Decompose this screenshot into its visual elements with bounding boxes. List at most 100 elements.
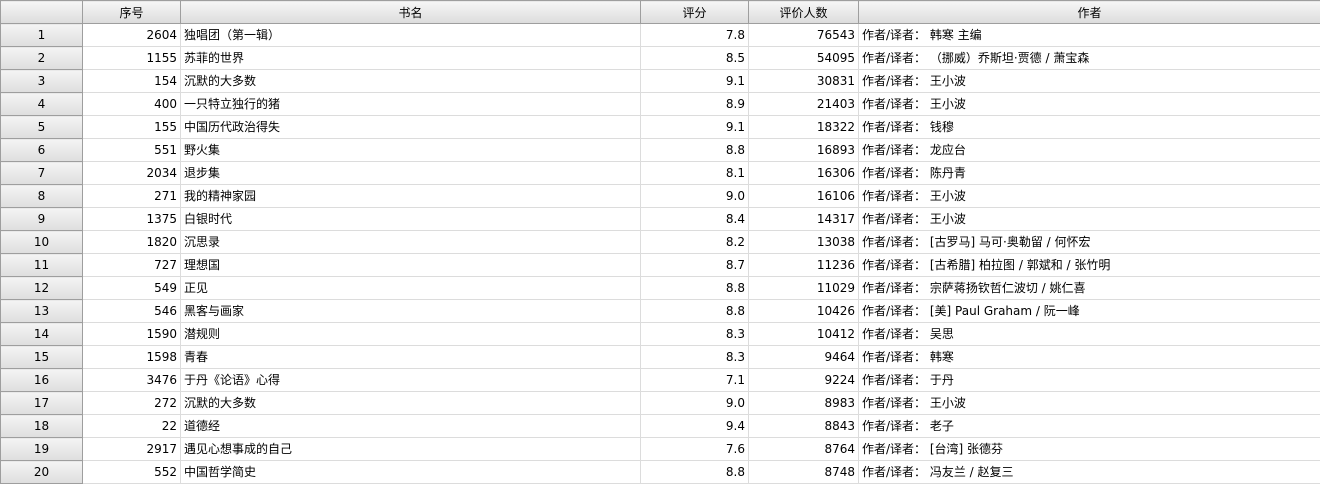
- table-row[interactable]: 9 1375 白银时代 8.4 14317 作者/译者： 王小波: [0, 207, 1320, 231]
- cell-count[interactable]: 10412: [748, 322, 859, 346]
- row-number[interactable]: 16: [0, 368, 83, 392]
- row-number[interactable]: 12: [0, 276, 83, 300]
- cell-author[interactable]: 作者/译者： 王小波: [858, 391, 1320, 415]
- cell-count[interactable]: 16106: [748, 184, 859, 208]
- cell-author[interactable]: 作者/译者： 龙应台: [858, 138, 1320, 162]
- cell-score[interactable]: 9.1: [640, 115, 749, 139]
- cell-author[interactable]: 作者/译者： 于丹: [858, 368, 1320, 392]
- table-row[interactable]: 16 3476 于丹《论语》心得 7.1 9224 作者/译者： 于丹: [0, 368, 1320, 392]
- cell-count[interactable]: 16306: [748, 161, 859, 185]
- cell-seq[interactable]: 1590: [82, 322, 181, 346]
- row-number[interactable]: 3: [0, 69, 83, 93]
- row-number[interactable]: 15: [0, 345, 83, 369]
- cell-count[interactable]: 8764: [748, 437, 859, 461]
- cell-count[interactable]: 30831: [748, 69, 859, 93]
- cell-score[interactable]: 9.4: [640, 414, 749, 438]
- cell-count[interactable]: 54095: [748, 46, 859, 70]
- cell-score[interactable]: 8.3: [640, 322, 749, 346]
- header-corner[interactable]: [0, 0, 83, 24]
- cell-author[interactable]: 作者/译者： 冯友兰 / 赵复三: [858, 460, 1320, 484]
- cell-score[interactable]: 9.0: [640, 391, 749, 415]
- cell-title[interactable]: 道德经: [180, 414, 641, 438]
- cell-title[interactable]: 独唱团（第一辑）: [180, 23, 641, 47]
- table-row[interactable]: 18 22 道德经 9.4 8843 作者/译者： 老子: [0, 414, 1320, 438]
- cell-author[interactable]: 作者/译者： [台湾] 张德芬: [858, 437, 1320, 461]
- cell-score[interactable]: 8.9: [640, 92, 749, 116]
- cell-title[interactable]: 一只特立独行的猪: [180, 92, 641, 116]
- cell-seq[interactable]: 2604: [82, 23, 181, 47]
- table-row[interactable]: 3 154 沉默的大多数 9.1 30831 作者/译者： 王小波: [0, 69, 1320, 93]
- row-number[interactable]: 4: [0, 92, 83, 116]
- cell-title[interactable]: 沉默的大多数: [180, 69, 641, 93]
- cell-score[interactable]: 8.8: [640, 138, 749, 162]
- row-number[interactable]: 10: [0, 230, 83, 254]
- cell-score[interactable]: 8.8: [640, 299, 749, 323]
- table-row[interactable]: 11 727 理想国 8.7 11236 作者/译者： [古希腊] 柏拉图 / 郭斌和 /…: [0, 253, 1320, 277]
- table-row[interactable]: 4 400 一只特立独行的猪 8.9 21403 作者/译者： 王小波: [0, 92, 1320, 116]
- cell-title[interactable]: 野火集: [180, 138, 641, 162]
- cell-seq[interactable]: 727: [82, 253, 181, 277]
- cell-count[interactable]: 11236: [748, 253, 859, 277]
- row-number[interactable]: 11: [0, 253, 83, 277]
- cell-title[interactable]: 潜规则: [180, 322, 641, 346]
- cell-seq[interactable]: 551: [82, 138, 181, 162]
- header-count[interactable]: 评价人数: [748, 0, 859, 24]
- cell-count[interactable]: 8843: [748, 414, 859, 438]
- cell-author[interactable]: 作者/译者： [古罗马] 马可·奥勒留 / 何怀宏: [858, 230, 1320, 254]
- cell-seq[interactable]: 155: [82, 115, 181, 139]
- cell-author[interactable]: 作者/译者： 韩寒: [858, 345, 1320, 369]
- cell-count[interactable]: 13038: [748, 230, 859, 254]
- cell-seq[interactable]: 2034: [82, 161, 181, 185]
- table-row[interactable]: 1 2604 独唱团（第一辑） 7.8 76543 作者/译者： 韩寒 主编: [0, 23, 1320, 47]
- cell-count[interactable]: 8983: [748, 391, 859, 415]
- cell-score[interactable]: 8.3: [640, 345, 749, 369]
- cell-title[interactable]: 黑客与画家: [180, 299, 641, 323]
- row-number[interactable]: 20: [0, 460, 83, 484]
- row-number[interactable]: 13: [0, 299, 83, 323]
- header-title[interactable]: 书名: [180, 0, 641, 24]
- table-row[interactable]: 7 2034 退步集 8.1 16306 作者/译者： 陈丹青: [0, 161, 1320, 185]
- cell-title[interactable]: 中国历代政治得失: [180, 115, 641, 139]
- cell-score[interactable]: 7.8: [640, 23, 749, 47]
- cell-count[interactable]: 76543: [748, 23, 859, 47]
- table-row[interactable]: 2 1155 苏菲的世界 8.5 54095 作者/译者： （挪威）乔斯坦·贾德 / 萧宝…: [0, 46, 1320, 70]
- row-number[interactable]: 6: [0, 138, 83, 162]
- cell-seq[interactable]: 271: [82, 184, 181, 208]
- row-number[interactable]: 19: [0, 437, 83, 461]
- row-number[interactable]: 14: [0, 322, 83, 346]
- cell-count[interactable]: 9464: [748, 345, 859, 369]
- cell-author[interactable]: 作者/译者： 宗萨蒋扬钦哲仁波切 / 姚仁喜: [858, 276, 1320, 300]
- cell-seq[interactable]: 154: [82, 69, 181, 93]
- cell-author[interactable]: 作者/译者： 吴思: [858, 322, 1320, 346]
- row-number[interactable]: 1: [0, 23, 83, 47]
- cell-seq[interactable]: 1155: [82, 46, 181, 70]
- cell-author[interactable]: 作者/译者： 王小波: [858, 207, 1320, 231]
- cell-title[interactable]: 遇见心想事成的自己: [180, 437, 641, 461]
- cell-author[interactable]: 作者/译者： [美] Paul Graham / 阮一峰: [858, 299, 1320, 323]
- cell-seq[interactable]: 1375: [82, 207, 181, 231]
- cell-count[interactable]: 16893: [748, 138, 859, 162]
- row-number[interactable]: 9: [0, 207, 83, 231]
- cell-author[interactable]: 作者/译者： （挪威）乔斯坦·贾德 / 萧宝森: [858, 46, 1320, 70]
- cell-score[interactable]: 7.1: [640, 368, 749, 392]
- cell-seq[interactable]: 1820: [82, 230, 181, 254]
- cell-seq[interactable]: 549: [82, 276, 181, 300]
- header-author[interactable]: 作者: [858, 0, 1320, 24]
- cell-seq[interactable]: 3476: [82, 368, 181, 392]
- table-row[interactable]: 15 1598 青春 8.3 9464 作者/译者： 韩寒: [0, 345, 1320, 369]
- cell-author[interactable]: 作者/译者： [古希腊] 柏拉图 / 郭斌和 / 张竹明: [858, 253, 1320, 277]
- cell-count[interactable]: 14317: [748, 207, 859, 231]
- cell-author[interactable]: 作者/译者： 王小波: [858, 69, 1320, 93]
- cell-score[interactable]: 8.5: [640, 46, 749, 70]
- cell-title[interactable]: 苏菲的世界: [180, 46, 641, 70]
- cell-seq[interactable]: 400: [82, 92, 181, 116]
- cell-title[interactable]: 于丹《论语》心得: [180, 368, 641, 392]
- cell-author[interactable]: 作者/译者： 钱穆: [858, 115, 1320, 139]
- cell-title[interactable]: 沉默的大多数: [180, 391, 641, 415]
- cell-author[interactable]: 作者/译者： 韩寒 主编: [858, 23, 1320, 47]
- table-row[interactable]: 8 271 我的精神家园 9.0 16106 作者/译者： 王小波: [0, 184, 1320, 208]
- cell-count[interactable]: 21403: [748, 92, 859, 116]
- table-row[interactable]: 13 546 黑客与画家 8.8 10426 作者/译者： [美] Paul Graham…: [0, 299, 1320, 323]
- table-row[interactable]: 10 1820 沉思录 8.2 13038 作者/译者： [古罗马] 马可·奥勒留 / 何…: [0, 230, 1320, 254]
- cell-title[interactable]: 正见: [180, 276, 641, 300]
